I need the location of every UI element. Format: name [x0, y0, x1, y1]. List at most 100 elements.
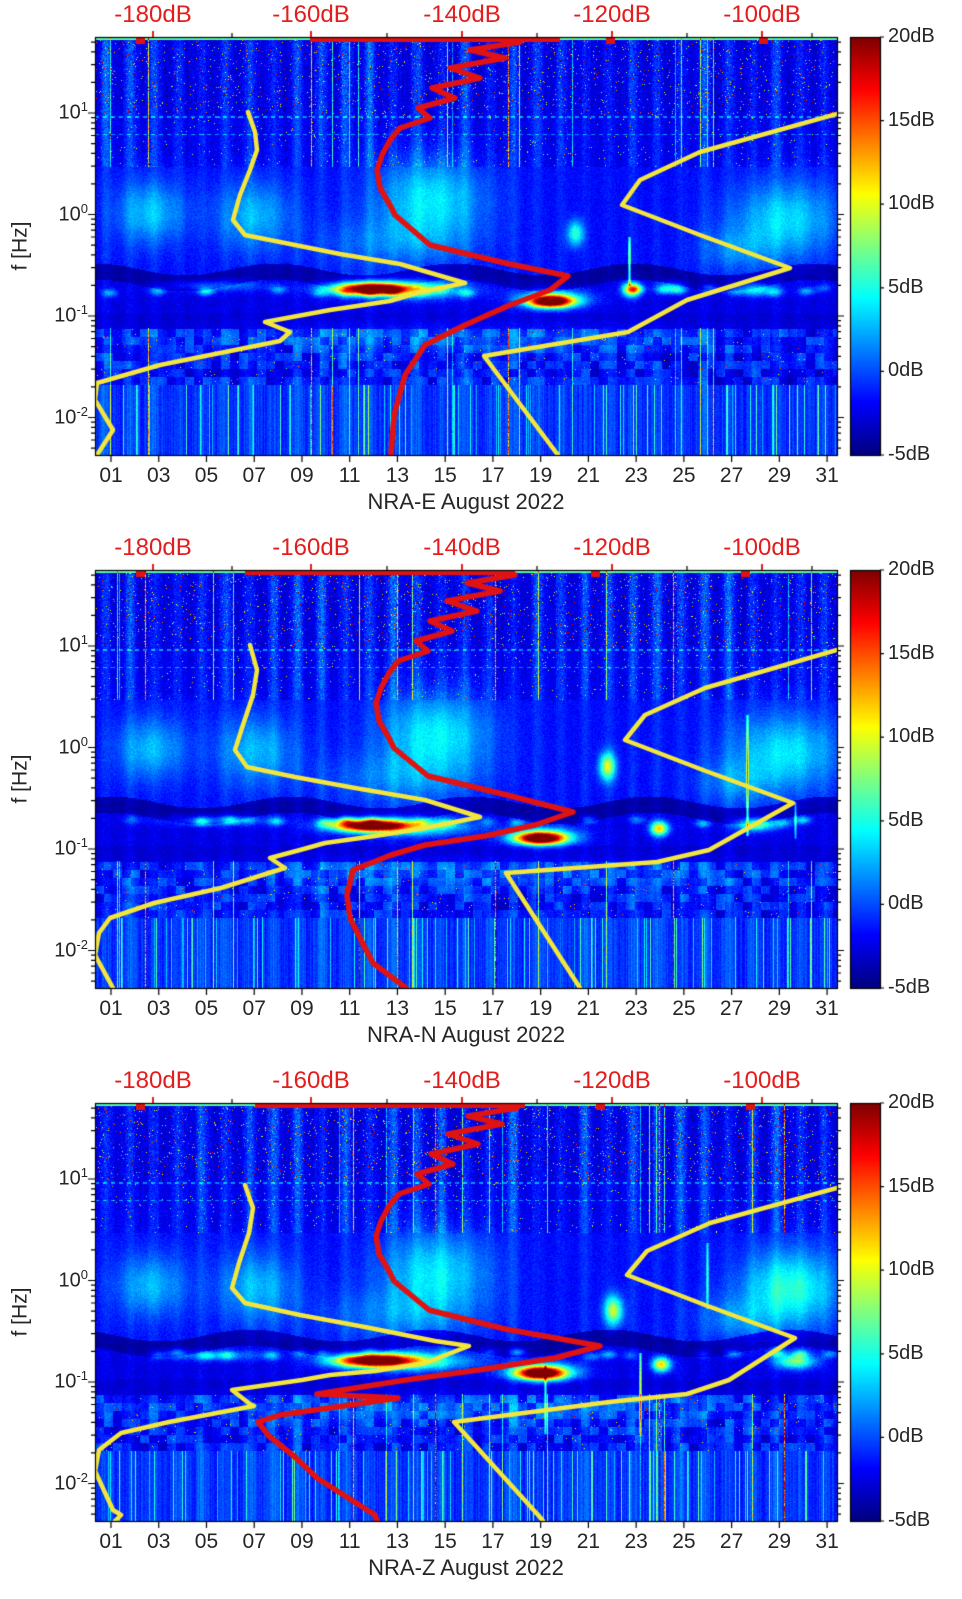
- x-tick-label-5: 11: [338, 464, 361, 487]
- x-tick-label-2: 05: [194, 464, 219, 487]
- x-tick-label-15: 31: [815, 464, 839, 487]
- x-tick-label-10: 21: [576, 997, 601, 1020]
- colorbar-label-0: 20dB: [888, 1091, 935, 1113]
- y-tick-exponent: -2: [76, 1469, 88, 1485]
- y-tick-exponent: -2: [76, 403, 88, 419]
- colorbar-label-5: -5dB: [888, 443, 931, 465]
- top-axis-label-2: -140dB: [423, 534, 501, 561]
- x-tick-label-13: 27: [719, 464, 744, 487]
- y-axis-label: f [Hz]: [8, 221, 32, 271]
- y-tick-exponent: 0: [80, 733, 88, 749]
- top-axis-label-3: -120dB: [573, 534, 651, 561]
- spectrogram-canvas-nra-z: [0, 1066, 962, 1599]
- top-axis-label-4: -100dB: [723, 1, 801, 28]
- y-tick-exponent: 1: [80, 1165, 88, 1180]
- top-axis-label-0: -180dB: [114, 1067, 192, 1094]
- colorbar-label-4: 0dB: [888, 359, 924, 382]
- x-tick-label-3: 07: [242, 997, 266, 1020]
- x-tick-label-12: 25: [672, 997, 696, 1020]
- y-tick-label-3: 10-2: [36, 1471, 88, 1494]
- y-axis-label: f [Hz]: [8, 754, 32, 804]
- x-tick-label-9: 19: [528, 997, 553, 1020]
- y-tick-base: 10: [58, 1269, 81, 1292]
- y-tick-label-2: 10-1: [36, 303, 88, 326]
- top-axis-label-1: -160dB: [272, 534, 350, 561]
- colorbar-label-5: -5dB: [888, 976, 931, 998]
- colorbar-label-1: 15dB: [888, 641, 935, 664]
- colorbar-label-2: 10dB: [888, 192, 935, 215]
- y-tick-exponent: 1: [80, 99, 88, 114]
- colorbar-label-0: 20dB: [888, 25, 935, 47]
- top-axis-label-0: -180dB: [114, 1, 192, 28]
- y-tick-base: 10: [54, 939, 77, 962]
- x-tick-label-6: 13: [385, 997, 410, 1020]
- colorbar-label-4: 0dB: [888, 1425, 924, 1448]
- x-tick-label-6: 13: [385, 464, 410, 487]
- top-axis-label-0: -180dB: [114, 534, 192, 561]
- colorbar-label-4: 0dB: [888, 892, 924, 915]
- panel-title-nra-n: NRA-N August 2022: [366, 1022, 566, 1047]
- top-axis-label-3: -120dB: [573, 1067, 651, 1094]
- colorbar-label-5: -5dB: [888, 1509, 931, 1531]
- colorbar-label-3: 5dB: [888, 1341, 924, 1364]
- y-tick-base: 10: [54, 1472, 77, 1495]
- y-tick-exponent: 0: [80, 200, 88, 216]
- x-tick-label-7: 15: [433, 997, 457, 1020]
- x-tick-label-10: 21: [576, 1530, 601, 1553]
- y-tick-base: 10: [58, 203, 81, 226]
- x-tick-label-2: 05: [194, 1530, 219, 1553]
- top-axis-label-1: -160dB: [272, 1, 350, 28]
- x-tick-label-8: 17: [481, 997, 505, 1020]
- x-tick-label-4: 09: [290, 997, 314, 1020]
- x-tick-label-13: 27: [719, 1530, 744, 1553]
- y-tick-label-3: 10-2: [36, 938, 88, 961]
- x-tick-label-0: 01: [99, 997, 123, 1020]
- x-tick-label-15: 31: [815, 997, 839, 1020]
- colorbar-label-1: 15dB: [888, 1174, 935, 1197]
- y-tick-exponent: -1: [76, 302, 88, 317]
- y-tick-base: 10: [54, 837, 77, 860]
- x-tick-label-14: 29: [767, 997, 792, 1020]
- spectrogram-canvas-nra-e: [0, 0, 962, 533]
- y-tick-base: 10: [58, 634, 81, 657]
- y-tick-base: 10: [54, 406, 77, 429]
- panel-nra-e: -180dB -160dB -140dB -120dB -100dB 101 100 10-1…: [0, 0, 962, 533]
- x-tick-label-7: 15: [433, 1530, 457, 1553]
- top-axis-label-3: -120dB: [573, 1, 651, 28]
- x-tick-label-2: 05: [194, 997, 219, 1020]
- panel-nra-z: -180dB -160dB -140dB -120dB -100dB 101 100 10-1…: [0, 1066, 962, 1599]
- x-tick-label-12: 25: [672, 1530, 696, 1553]
- x-tick-label-4: 09: [290, 464, 314, 487]
- y-tick-base: 10: [58, 736, 81, 759]
- x-tick-label-0: 01: [99, 1530, 123, 1553]
- x-tick-label-8: 17: [481, 464, 505, 487]
- panel-title-nra-e: NRA-E August 2022: [367, 489, 565, 514]
- colorbar-label-0: 20dB: [888, 558, 935, 580]
- x-tick-label-11: 23: [624, 997, 648, 1020]
- top-axis-label-4: -100dB: [723, 534, 801, 561]
- y-tick-exponent: 1: [80, 632, 88, 647]
- y-tick-label-2: 10-1: [36, 836, 88, 859]
- x-tick-label-12: 25: [672, 464, 696, 487]
- y-tick-label-1: 100: [36, 735, 88, 758]
- x-tick-label-3: 07: [242, 1530, 266, 1553]
- colorbar-label-1: 15dB: [888, 108, 935, 131]
- x-tick-label-7: 15: [433, 464, 457, 487]
- x-tick-label-1: 03: [147, 1530, 171, 1553]
- y-tick-label-3: 10-2: [36, 405, 88, 428]
- x-tick-label-1: 03: [147, 997, 171, 1020]
- y-tick-base: 10: [58, 101, 81, 124]
- x-tick-label-11: 23: [624, 464, 648, 487]
- y-tick-base: 10: [54, 304, 77, 327]
- x-tick-label-13: 27: [719, 997, 744, 1020]
- x-tick-label-6: 13: [385, 1530, 410, 1553]
- y-tick-label-1: 100: [36, 1268, 88, 1291]
- x-tick-label-9: 19: [528, 1530, 553, 1553]
- colorbar-label-3: 5dB: [888, 275, 924, 298]
- spectrogram-canvas-nra-n: [0, 533, 962, 1066]
- x-tick-label-3: 07: [242, 464, 266, 487]
- y-tick-label-0: 101: [36, 1166, 88, 1189]
- x-tick-label-5: 11: [338, 997, 361, 1020]
- y-tick-exponent: -2: [76, 936, 88, 952]
